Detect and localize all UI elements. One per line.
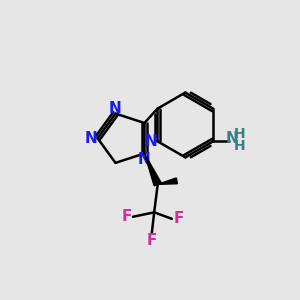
Text: N: N bbox=[109, 101, 122, 116]
Text: F: F bbox=[121, 209, 132, 224]
Text: H: H bbox=[234, 140, 246, 154]
Text: N: N bbox=[85, 131, 98, 146]
Text: N: N bbox=[226, 131, 239, 146]
Polygon shape bbox=[145, 154, 161, 186]
Text: H: H bbox=[234, 127, 246, 141]
Text: N: N bbox=[138, 152, 151, 167]
Text: N: N bbox=[144, 134, 157, 149]
Text: F: F bbox=[147, 232, 157, 247]
Polygon shape bbox=[158, 178, 177, 184]
Text: F: F bbox=[173, 211, 184, 226]
